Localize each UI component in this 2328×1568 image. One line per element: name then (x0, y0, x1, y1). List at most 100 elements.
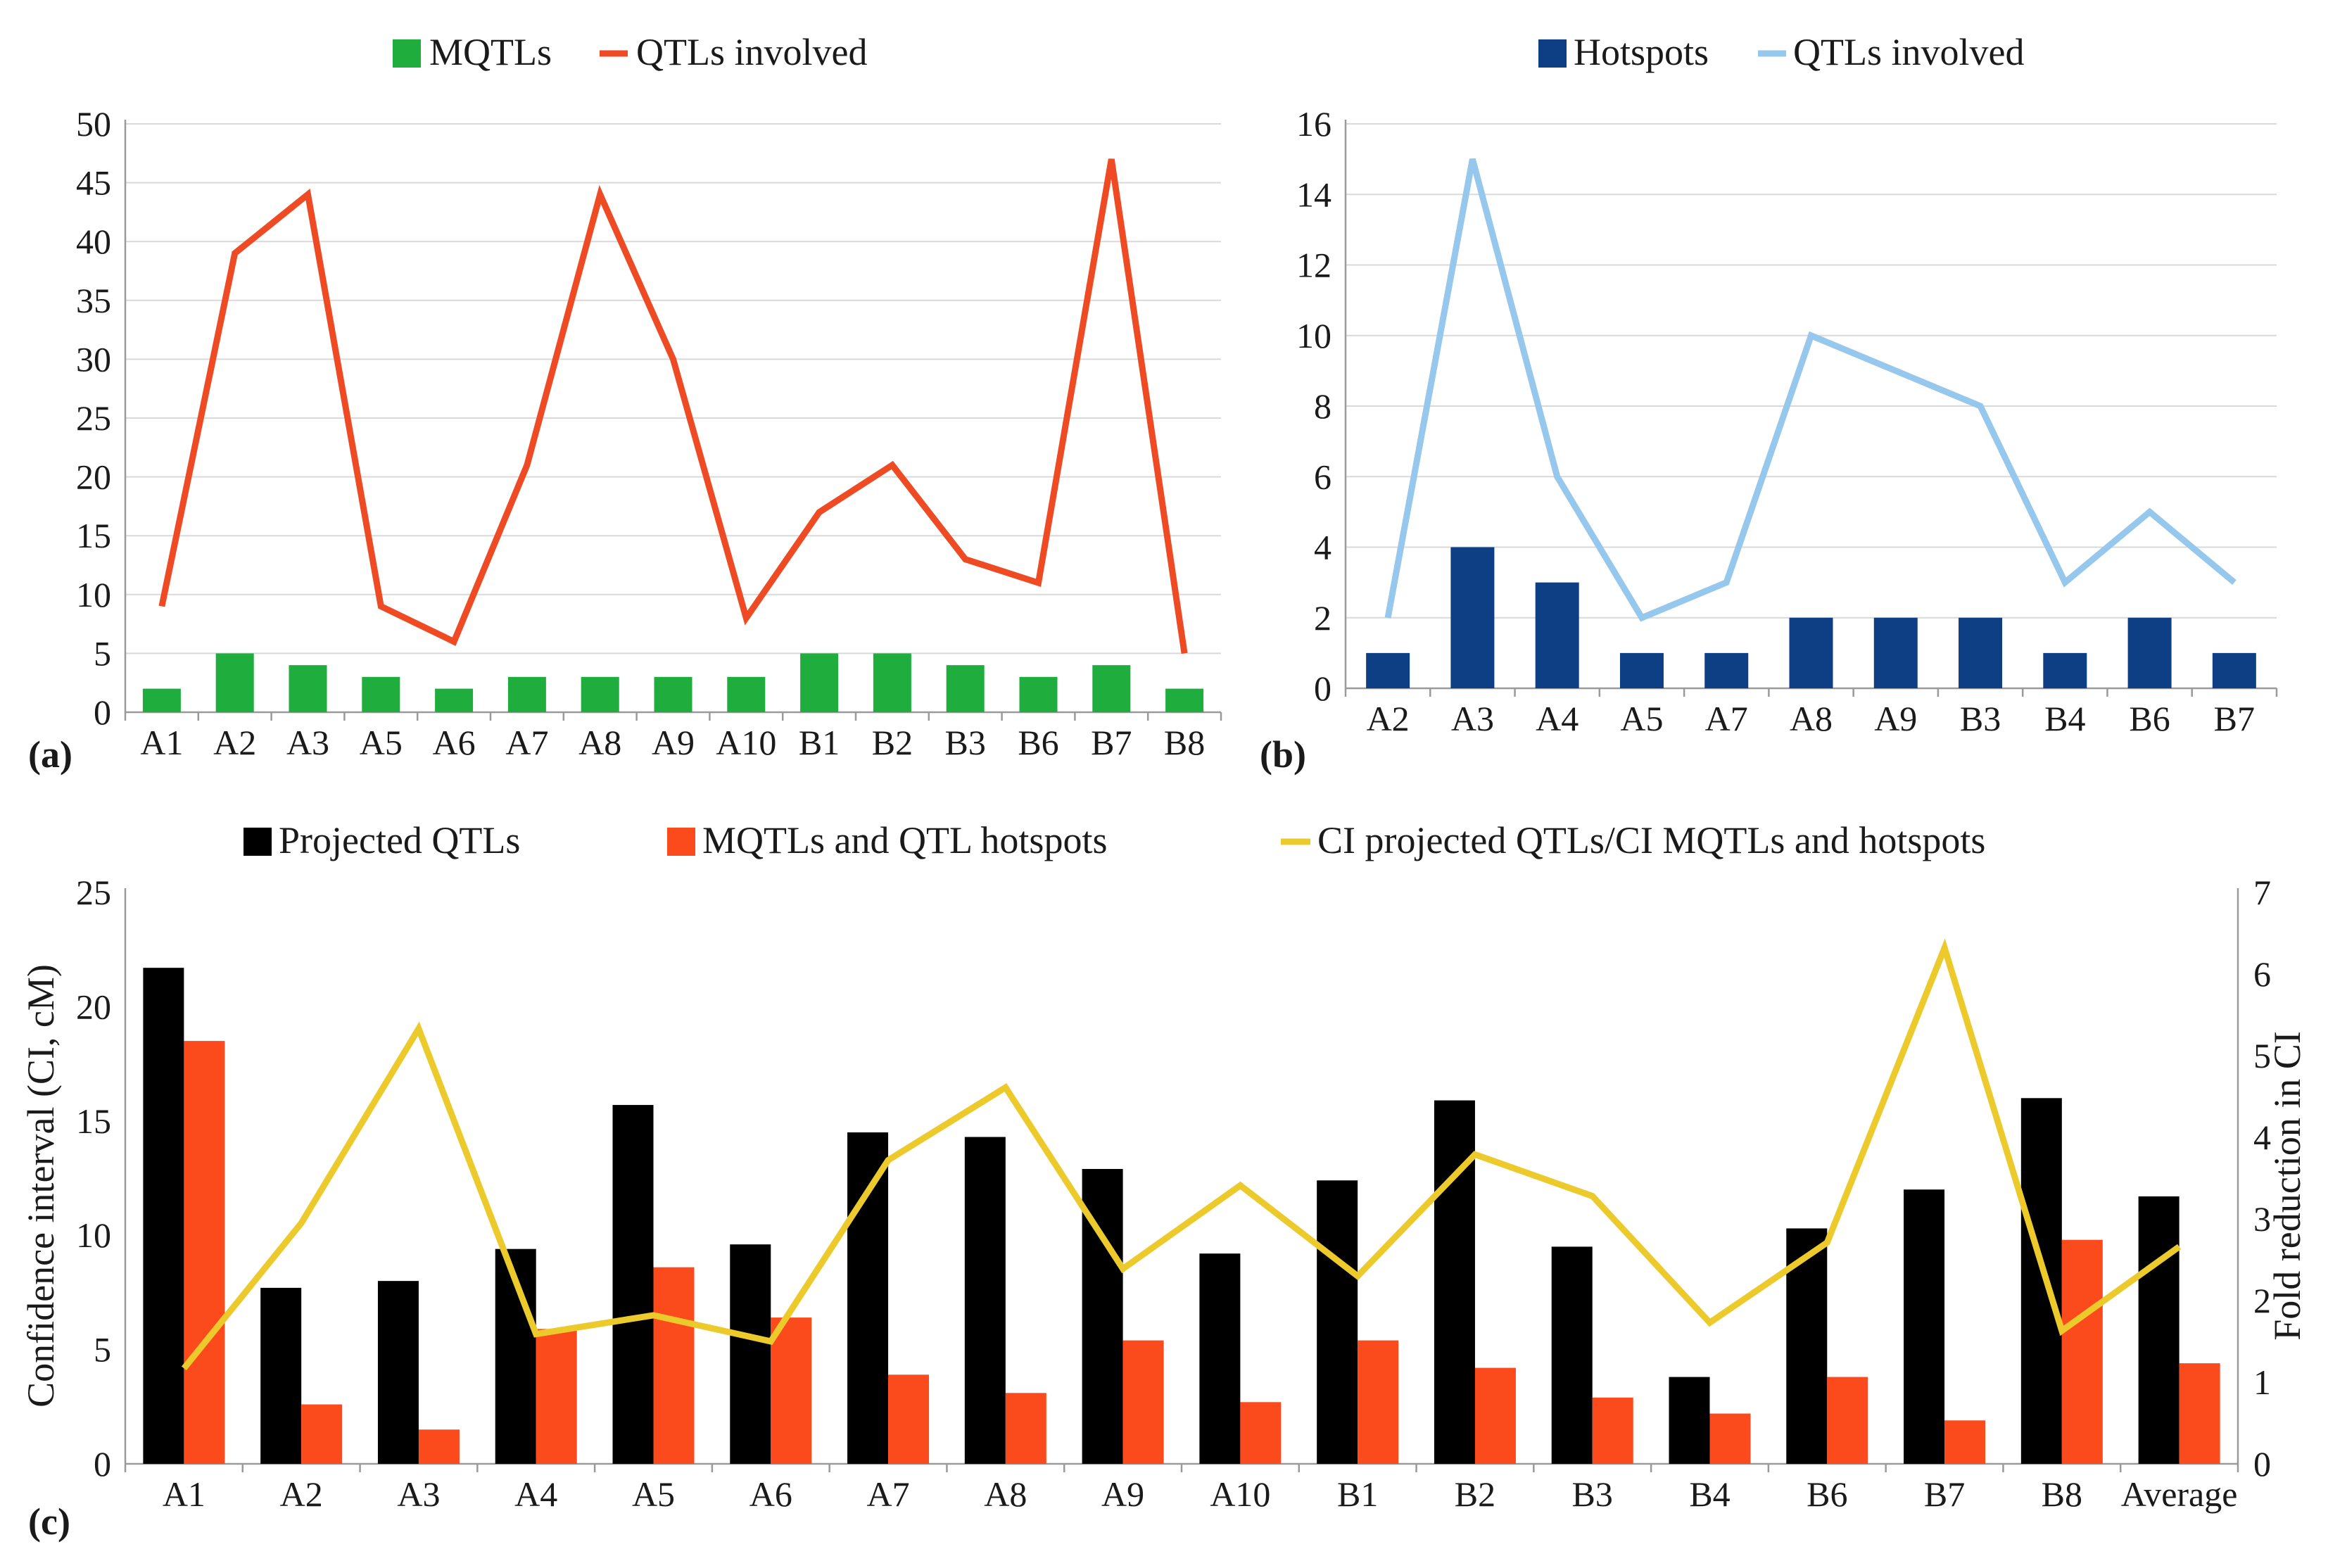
x-tick-label: B6 (2129, 699, 2170, 738)
x-tick-label: A8 (1790, 699, 1833, 738)
panel-label-c: (c) (28, 1500, 70, 1543)
x-tick-label: A4 (1536, 699, 1579, 738)
bar-mqtls (142, 688, 181, 712)
bar-mqtls (215, 653, 254, 712)
x-tick-label: A9 (1874, 699, 1917, 738)
bar-projected-qtls (964, 1137, 1006, 1464)
legend-a-qtl-label: QTLs involved (636, 31, 867, 73)
x-tick-label: A8 (578, 723, 621, 762)
bar-projected-qtls (1551, 1246, 1593, 1464)
bar-mqtls-and-qtl-hotspots (1474, 1367, 1516, 1464)
y-tick-label: 35 (76, 281, 111, 320)
x-tick-label: B6 (1018, 723, 1058, 762)
x-tick-label: A1 (140, 723, 183, 762)
x-tick-label: A2 (213, 723, 256, 762)
y-tick-label: 25 (76, 398, 111, 438)
y-tick-label: 5 (94, 1330, 111, 1370)
y-tick-label: 40 (76, 222, 111, 261)
line-qtls-involved (1384, 158, 2237, 622)
x-tick-label: A7 (867, 1474, 910, 1514)
bar-hotspots (1789, 617, 1833, 688)
legend-b-hotspot-swatch (1538, 39, 1567, 68)
x-tick-label: B3 (945, 723, 986, 762)
y-tick-label: 8 (1314, 386, 1331, 426)
x-tick-label: B8 (2042, 1474, 2082, 1514)
bar-projected-qtls (143, 968, 184, 1464)
bar-hotspots (1366, 652, 1410, 688)
legend-c-mqtl-swatch (667, 828, 695, 856)
x-tick-label: A6 (433, 723, 476, 762)
y-axis-title-left: Confidence interval (CI, cM) (20, 964, 62, 1408)
legend-a-mqtl-swatch (393, 39, 421, 68)
x-tick-label: A1 (163, 1474, 205, 1514)
x-tick-label: B4 (1689, 1474, 1730, 1514)
bar-mqtls (800, 653, 839, 712)
bar-mqtls (289, 665, 327, 712)
bar-mqtls (362, 676, 400, 712)
bar-mqtls-and-qtl-hotspots (1709, 1413, 1751, 1464)
bar-mqtls-and-qtl-hotspots (2179, 1363, 2220, 1464)
x-tick-label: B8 (1164, 723, 1205, 762)
y-tick-label: 6 (1314, 457, 1331, 496)
bar-hotspots (1704, 652, 1749, 688)
x-tick-label: A7 (1705, 699, 1748, 738)
x-tick-label: B2 (1455, 1474, 1495, 1514)
x-tick-label: A10 (716, 723, 776, 762)
bar-projected-qtls (377, 1281, 419, 1464)
y-tick-label: 2 (1314, 598, 1331, 638)
bar-mqtls-and-qtl-hotspots (653, 1267, 695, 1464)
bar-hotspots (1535, 582, 1579, 688)
panel-label-b: (b) (1260, 733, 1306, 776)
y-tick-label: 10 (76, 575, 111, 614)
legend-c-projected-swatch (243, 828, 272, 856)
x-tick-label: A9 (652, 723, 695, 762)
bar-hotspots (2212, 652, 2256, 688)
y-right-tick-label: 0 (2253, 1444, 2271, 1484)
bar-projected-qtls (612, 1105, 654, 1464)
legend-c: Projected QTLs MQTLs and QTL hotspots CI… (243, 819, 1985, 861)
y-right-tick-label: 1 (2253, 1362, 2271, 1402)
legend-c-projected-label: Projected QTLs (279, 819, 520, 861)
x-tick-label: A6 (749, 1474, 792, 1514)
bar-hotspots (1619, 652, 1664, 688)
legend-a: MQTLs QTLs involved (393, 31, 867, 73)
y-right-tick-label: 5 (2253, 1036, 2271, 1075)
y-right-tick-label: 6 (2253, 954, 2271, 994)
bar-projected-qtls (1669, 1377, 1710, 1464)
y-right-tick-label: 2 (2253, 1281, 2271, 1320)
x-tick-label: B7 (2214, 699, 2255, 738)
y-tick-label: 12 (1296, 246, 1331, 285)
y-tick-label: 45 (76, 163, 111, 203)
x-tick-label: A8 (984, 1474, 1027, 1514)
y-tick-label: 0 (94, 1444, 111, 1484)
legend-b: Hotspots QTLs involved (1538, 31, 2024, 73)
bar-projected-qtls (730, 1244, 771, 1464)
legend-b-qtl-label: QTLs involved (1793, 31, 2024, 73)
x-tick-label: A9 (1101, 1474, 1144, 1514)
y-tick-label: 14 (1296, 175, 1331, 214)
x-tick-label: B3 (1572, 1474, 1613, 1514)
bar-mqtls-and-qtl-hotspots (1592, 1397, 1633, 1464)
x-tick-label: B7 (1091, 723, 1132, 762)
panel-label-a: (a) (28, 733, 72, 776)
y-right-tick-label: 7 (2253, 873, 2271, 912)
y-tick-label: 10 (1296, 316, 1331, 355)
x-tick-label: A5 (360, 723, 403, 762)
y-tick-label: 25 (76, 873, 111, 912)
bar-mqtls-and-qtl-hotspots (1827, 1377, 1868, 1464)
x-tick-label: A10 (1210, 1474, 1270, 1514)
bar-hotspots (2043, 652, 2087, 688)
chart-b: 0 2 4 6 8 10 12 14 16 A2 A3 A4 A5 A7 A8 A9 B3 B4 B6 B7 (1296, 104, 2278, 738)
bar-mqtls (1092, 665, 1131, 712)
x-tick-label: B6 (1807, 1474, 1847, 1514)
bar-hotspots (1959, 617, 2003, 688)
bar-mqtls (727, 676, 766, 712)
x-tick-label: A3 (397, 1474, 440, 1514)
x-tick-label: A2 (280, 1474, 323, 1514)
bar-mqtls-and-qtl-hotspots (771, 1317, 812, 1464)
bar-projected-qtls (2138, 1196, 2180, 1464)
bar-hotspots (1873, 617, 1918, 688)
line-qtls-involved (158, 158, 1188, 655)
line-ci-projected-qtls-ci-mqtls-and-hotspots (181, 938, 2182, 1371)
